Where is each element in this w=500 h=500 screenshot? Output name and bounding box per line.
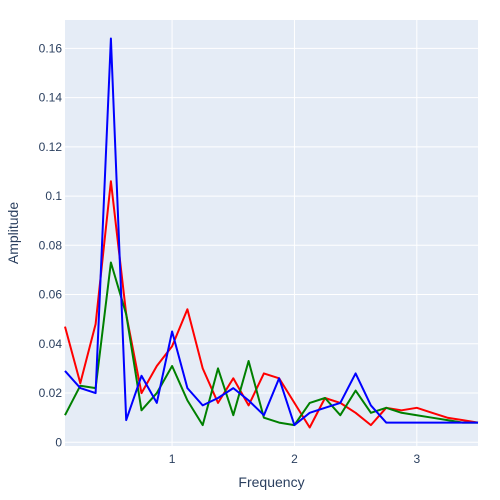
plot-background — [65, 20, 478, 446]
x-tick-label: 2 — [291, 452, 298, 466]
y-tick-label: 0.02 — [39, 386, 63, 400]
y-tick-label: 0.1 — [45, 189, 62, 203]
series-line-1 — [64, 180, 479, 429]
x-tick-label: 1 — [169, 452, 176, 466]
x-axis-title: Frequency — [238, 474, 304, 490]
series-lines — [64, 37, 479, 429]
y-axis-title: Amplitude — [5, 202, 21, 264]
y-tick-label: 0.08 — [39, 238, 63, 252]
y-tick-label: 0.04 — [39, 337, 63, 351]
y-tick-label: 0.06 — [39, 288, 63, 302]
y-tick-label: 0.12 — [39, 140, 63, 154]
grid-lines — [65, 20, 478, 446]
y-tick-label: 0.16 — [39, 41, 63, 55]
series-line-2 — [64, 261, 478, 427]
y-tick-label: 0 — [55, 435, 62, 449]
tick-labels: 0 0.02 0.04 0.06 0.08 0.1 0.12 0.14 0.16 1 2 3 — [39, 41, 421, 466]
series-line-3 — [64, 37, 478, 427]
x-tick-label: 3 — [413, 452, 420, 466]
y-tick-label: 0.14 — [39, 91, 63, 105]
